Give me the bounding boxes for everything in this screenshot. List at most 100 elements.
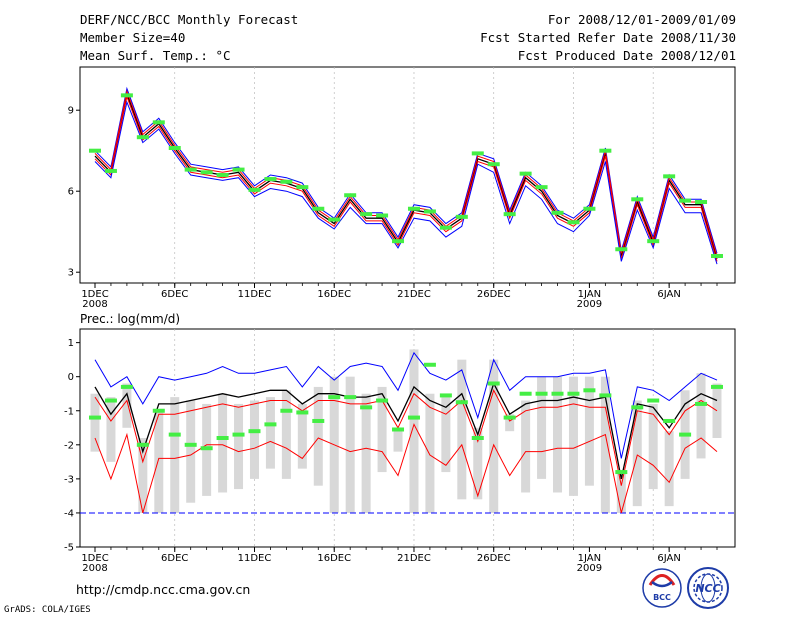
prec-series-ensemble-mean <box>94 381 718 480</box>
temp-xtick-label: 16DEC <box>317 289 351 300</box>
forecast-period: For 2008/12/01-2009/01/09 <box>547 12 736 27</box>
prec-observed-mark <box>392 427 405 432</box>
temp-series-lower-inner <box>94 94 718 262</box>
temp-xtick-label: 26DEC <box>477 289 511 300</box>
prec-spread-bar <box>600 376 610 513</box>
temp-observed-mark <box>136 135 149 140</box>
prec-spread-bar <box>234 403 244 490</box>
temp-observed-mark <box>567 220 580 225</box>
prec-ytick-label: 1 <box>68 338 74 349</box>
prec-xtick-label: 1DEC <box>81 553 108 564</box>
prec-spread-bar <box>537 376 547 479</box>
prec-observed-mark <box>631 405 644 410</box>
prec-ytick-label: -5 <box>64 543 74 554</box>
temp-xtick-year: 2009 <box>577 299 602 310</box>
prec-spread-bar <box>521 400 531 493</box>
prec-series-upper-inner <box>94 388 718 486</box>
prec-xtick-year: 2009 <box>577 563 602 574</box>
prec-observed-mark <box>168 432 181 437</box>
temp-observed-mark <box>280 179 293 184</box>
prec-observed-mark <box>599 393 612 398</box>
prec-xtick-label: 6JAN <box>657 553 680 564</box>
prec-spread-bar <box>696 373 706 459</box>
temp-observed-mark <box>168 146 181 150</box>
prec-spread-bar <box>297 403 307 469</box>
temp-observed-mark <box>599 148 612 153</box>
prec-xtick-year: 2008 <box>82 563 107 574</box>
temp-observed-mark <box>312 206 325 211</box>
prec-spread-bar <box>154 410 164 513</box>
prec-spread-bar <box>122 383 132 428</box>
prec-observed-mark <box>455 400 468 405</box>
temp-observed-mark <box>328 217 341 222</box>
prec-observed-mark <box>503 415 516 420</box>
prec-ytick-label: -2 <box>64 440 74 451</box>
prec-observed-mark <box>152 408 165 413</box>
temp-observed-mark <box>455 214 468 219</box>
temp-ytick-label: 6 <box>68 187 74 198</box>
prec-observed-mark <box>296 410 309 415</box>
prec-ytick-label: -4 <box>64 508 74 519</box>
prec-spread-bar <box>265 397 275 469</box>
temp-ytick-label: 9 <box>68 106 74 117</box>
temp-observed-mark <box>535 185 548 190</box>
temp-observed-mark <box>519 171 532 176</box>
prec-observed-mark <box>104 398 117 403</box>
temp-observed-mark <box>120 93 133 98</box>
prec-spread-bar <box>313 386 323 486</box>
prec-observed-mark <box>280 408 293 413</box>
prec-spread-bar <box>568 376 578 496</box>
prec-observed-mark <box>328 395 341 400</box>
prec-spread-bar <box>505 414 515 432</box>
prec-spread-bar <box>457 359 467 500</box>
temp-observed-mark <box>264 177 277 182</box>
prec-observed-mark <box>120 384 133 389</box>
prec-observed-mark <box>423 362 436 367</box>
temp-observed-mark <box>631 197 644 202</box>
prec-ytick-label: -1 <box>64 406 74 417</box>
temp-observed-mark <box>296 185 309 190</box>
temp-series-upper-inner <box>94 89 718 257</box>
source-url[interactable]: http://cmdp.ncc.cma.gov.cn <box>76 582 251 597</box>
prec-spread-bar <box>553 376 563 493</box>
temp-observed-mark <box>89 148 101 153</box>
temp-observed-mark <box>551 210 564 215</box>
prec-observed-mark <box>663 418 676 423</box>
temp-xtick-label: 11DEC <box>238 289 272 300</box>
temp-observed-mark <box>216 173 229 177</box>
temp-observed-mark <box>152 120 165 125</box>
prec-observed-mark <box>312 418 325 423</box>
prec-ytick-label: 0 <box>68 372 74 383</box>
prec-spread-bar <box>664 431 674 507</box>
prec-ytick-label: -3 <box>64 474 74 485</box>
prec-spread-bar <box>648 403 658 490</box>
temp-observed-mark <box>104 168 117 173</box>
prec-observed-mark <box>711 384 723 389</box>
prec-xtick-label: 6DEC <box>161 553 188 564</box>
temp-observed-mark <box>376 213 389 218</box>
prec-observed-mark <box>89 415 101 420</box>
temp-observed-mark <box>248 187 261 192</box>
prec-observed-mark <box>360 405 373 410</box>
temp-xtick-label: 6JAN <box>657 289 680 300</box>
prec-spread-bar <box>425 393 435 513</box>
prec-observed-mark <box>376 398 389 403</box>
prec-observed-mark <box>471 436 484 440</box>
temp-observed-mark <box>583 206 596 211</box>
prec-spread-bar <box>441 397 451 473</box>
prec-spread-bar <box>170 397 180 513</box>
prec-spread-bar <box>632 400 642 507</box>
prec-spread-bar <box>489 359 499 513</box>
grads-credit: GrADS: COLA/IGES <box>4 605 91 615</box>
prec-spread-bar <box>138 438 148 513</box>
temp-observed-mark <box>392 239 405 244</box>
prec-observed-mark <box>264 422 277 427</box>
chart-title: DERF/NCC/BCC Monthly Forecast <box>80 12 299 27</box>
temp-observed-mark <box>471 151 484 156</box>
temp-observed-mark <box>695 200 708 204</box>
temp-xtick-label: 6DEC <box>161 289 188 300</box>
precip-panel-title: Prec.: log(mm/d) <box>80 312 181 326</box>
prec-observed-mark <box>615 470 628 475</box>
prec-observed-mark <box>551 391 564 396</box>
